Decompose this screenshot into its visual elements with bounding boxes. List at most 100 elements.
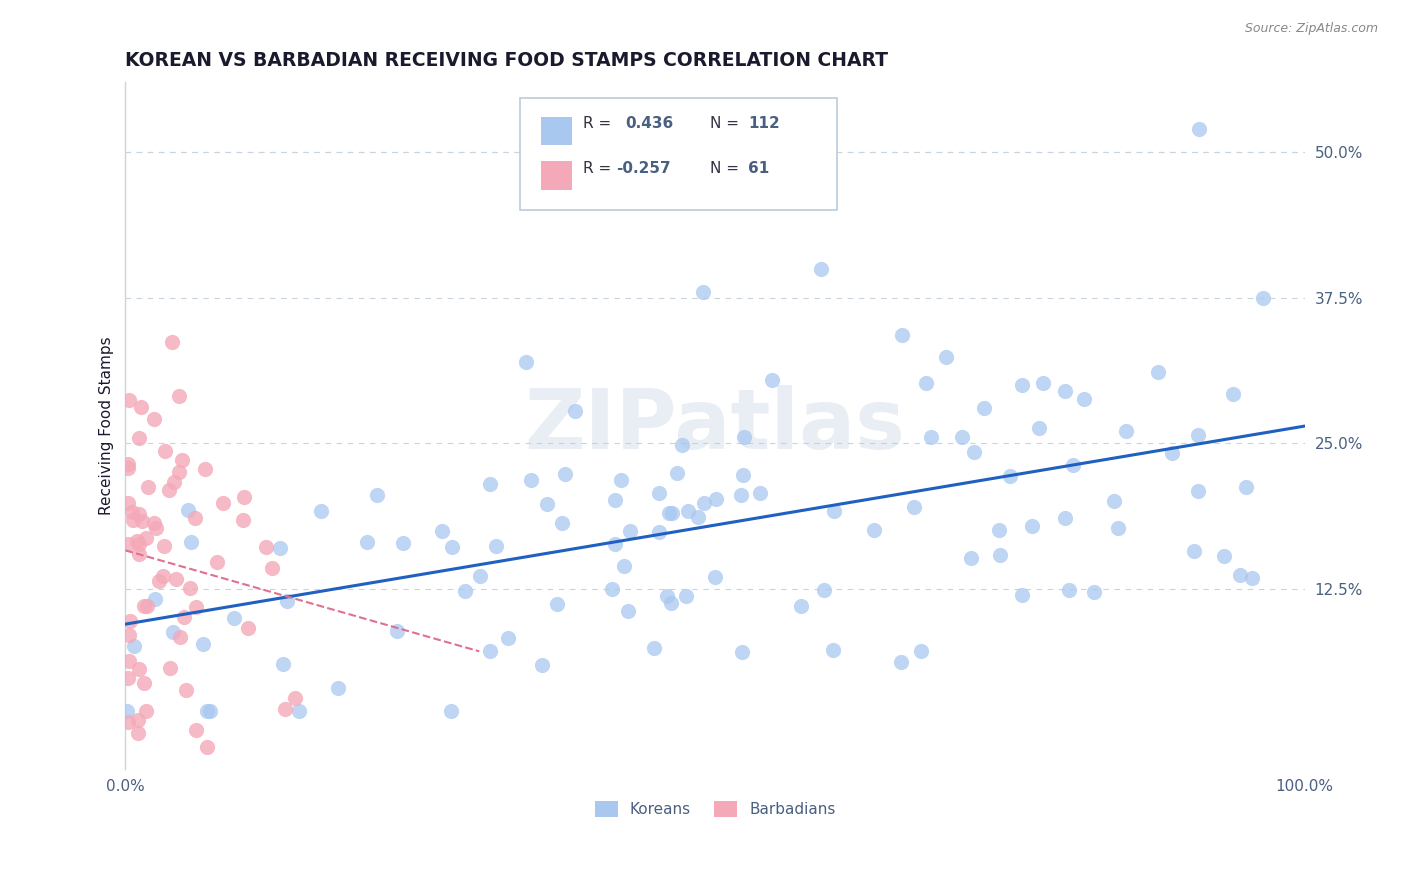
Point: [648, 524, 671, 539]
Point: [254, 540, 277, 554]
Point: [121, 505, 143, 519]
Y-axis label: Receiving Food Stamps: Receiving Food Stamps: [100, 336, 114, 516]
Point: [478, 477, 501, 491]
Text: N =: N =: [710, 116, 740, 131]
Point: [612, 559, 634, 574]
Point: [148, 574, 170, 589]
Point: [269, 541, 291, 555]
Point: [1073, 392, 1095, 407]
Point: [617, 604, 640, 618]
Point: [117, 671, 139, 685]
Point: [960, 551, 983, 566]
Point: [530, 658, 553, 673]
Point: [169, 630, 191, 644]
Point: [619, 524, 641, 539]
Point: [195, 704, 218, 718]
Point: [496, 631, 519, 645]
Point: [162, 624, 184, 639]
Point: [262, 561, 284, 575]
Point: [159, 661, 181, 675]
Point: [1182, 544, 1205, 558]
Point: [117, 496, 139, 510]
Point: [915, 376, 938, 390]
Point: [132, 599, 155, 614]
Point: [519, 473, 541, 487]
Text: R =: R =: [583, 116, 612, 131]
Point: [643, 640, 665, 655]
Legend: Koreans, Barbadians: Koreans, Barbadians: [589, 796, 842, 823]
Point: [179, 581, 201, 595]
Point: [655, 589, 678, 603]
Point: [224, 610, 246, 624]
Point: [153, 539, 176, 553]
Point: [692, 285, 714, 299]
Point: [1032, 376, 1054, 390]
Point: [731, 645, 754, 659]
Point: [117, 654, 139, 668]
Point: [1160, 446, 1182, 460]
Point: [1011, 378, 1033, 392]
Point: [1187, 427, 1209, 442]
Point: [1222, 387, 1244, 401]
Point: [862, 523, 884, 537]
Point: [890, 655, 912, 669]
Point: [789, 599, 811, 613]
Point: [603, 537, 626, 551]
Point: [963, 445, 986, 459]
Point: [276, 594, 298, 608]
Point: [136, 480, 159, 494]
Point: [1212, 549, 1234, 563]
Point: [430, 524, 453, 539]
Point: [1028, 421, 1050, 435]
Point: [706, 491, 728, 506]
Point: [117, 461, 139, 475]
Point: [135, 704, 157, 718]
Point: [152, 568, 174, 582]
Point: [143, 516, 166, 530]
Point: [440, 541, 463, 555]
Point: [136, 599, 159, 614]
Point: [167, 389, 190, 403]
Point: [117, 714, 139, 729]
Text: 112: 112: [748, 116, 780, 131]
Point: [125, 533, 148, 548]
Point: [162, 335, 184, 350]
Point: [193, 462, 215, 476]
Point: [1021, 519, 1043, 533]
Point: [454, 584, 477, 599]
Point: [366, 487, 388, 501]
Point: [1102, 494, 1125, 508]
Point: [546, 597, 568, 611]
Point: [1253, 291, 1275, 305]
Point: [468, 569, 491, 583]
Text: KOREAN VS BARBADIAN RECEIVING FOOD STAMPS CORRELATION CHART: KOREAN VS BARBADIAN RECEIVING FOOD STAMP…: [125, 51, 889, 70]
Point: [186, 723, 208, 737]
Point: [693, 496, 716, 510]
Point: [180, 535, 202, 549]
Point: [1187, 483, 1209, 498]
Point: [184, 600, 207, 615]
Text: 0.436: 0.436: [626, 116, 673, 131]
Point: [661, 506, 683, 520]
Point: [1062, 458, 1084, 472]
Point: [170, 452, 193, 467]
Point: [1187, 122, 1209, 136]
Point: [891, 327, 914, 342]
Point: [163, 475, 186, 490]
Text: N =: N =: [710, 161, 740, 176]
Point: [122, 639, 145, 653]
Point: [910, 644, 932, 658]
Point: [733, 430, 755, 444]
Point: [1053, 511, 1076, 525]
Point: [821, 643, 844, 657]
Point: [117, 536, 139, 550]
Point: [153, 443, 176, 458]
Point: [602, 582, 624, 596]
Point: [1234, 480, 1257, 494]
Point: [232, 490, 254, 504]
Point: [284, 691, 307, 706]
Point: [1241, 571, 1264, 585]
Point: [207, 555, 229, 569]
Text: ZIPatlas: ZIPatlas: [524, 385, 905, 467]
Point: [165, 572, 187, 586]
